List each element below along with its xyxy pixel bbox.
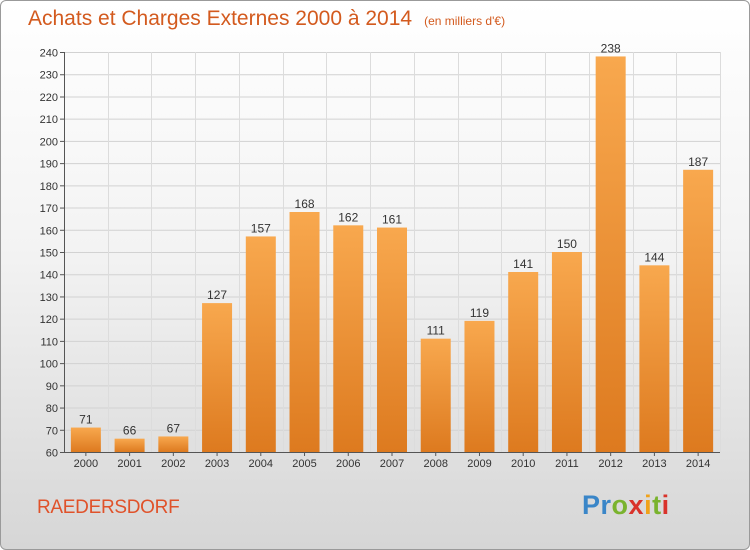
x-tick-label: 2007 xyxy=(380,458,404,470)
x-tick-label: 2014 xyxy=(686,458,710,470)
bar xyxy=(464,320,495,452)
y-tick-label: 160 xyxy=(40,225,58,237)
x-tick-label: 2013 xyxy=(642,458,666,470)
y-tick-label: 190 xyxy=(40,159,58,171)
commune-name: RAEDERSDORF xyxy=(37,497,180,518)
x-tick-label: 2010 xyxy=(511,458,535,470)
bar-value-label: 66 xyxy=(123,424,137,438)
bar xyxy=(377,227,407,452)
y-tick-label: 150 xyxy=(40,248,58,260)
bar-value-label: 71 xyxy=(79,413,93,427)
bar xyxy=(289,212,320,452)
y-tick-label: 100 xyxy=(40,359,58,371)
bar-value-label: 162 xyxy=(338,210,358,224)
bar xyxy=(639,265,670,452)
x-tick-label: 2004 xyxy=(249,458,273,470)
y-tick-label: 200 xyxy=(40,136,58,148)
bar xyxy=(158,436,189,452)
y-tick-label: 80 xyxy=(46,403,58,415)
y-tick-label: 120 xyxy=(40,314,58,326)
bars xyxy=(70,56,714,452)
proxiti-logo: Proxiti xyxy=(582,490,670,520)
bar xyxy=(114,438,145,452)
x-tick-label: 2011 xyxy=(555,458,579,470)
bar xyxy=(683,169,714,452)
x-tick-label: 2000 xyxy=(74,458,98,470)
x-tick-label: 2012 xyxy=(598,458,622,470)
bar-value-label: 238 xyxy=(601,41,621,55)
bar-value-label: 157 xyxy=(251,221,271,235)
x-tick-label: 2006 xyxy=(336,458,360,470)
bar xyxy=(508,272,539,452)
y-tick-label: 70 xyxy=(46,425,58,437)
y-tick-label: 230 xyxy=(40,70,58,82)
bar xyxy=(551,252,582,452)
bar-value-label: 161 xyxy=(382,213,402,227)
bar xyxy=(70,427,101,452)
y-tick-label: 210 xyxy=(40,114,58,126)
y-tick-label: 240 xyxy=(40,48,58,60)
labels: 71 66 67 127 157 168 162 161 111 119 141 150 238 144 1… xyxy=(79,41,708,437)
chart-subtitle: (en milliers d'€) xyxy=(424,14,506,28)
axes: 60 70 80 90 100 110 120 130 140 150 160 170 180 190 20… xyxy=(40,48,720,470)
chart-title: Achats et Charges Externes 2000 à 2014 (e… xyxy=(28,7,505,31)
bar-value-label: 119 xyxy=(470,306,489,320)
x-tick-label: 2009 xyxy=(467,458,491,470)
y-tick-label: 140 xyxy=(40,270,58,282)
y-tick-label: 220 xyxy=(40,92,58,104)
bar-value-label: 144 xyxy=(644,250,664,264)
bar-value-label: 187 xyxy=(688,155,708,169)
x-tick-label: 2002 xyxy=(161,458,185,470)
bar xyxy=(420,338,451,452)
bar xyxy=(595,56,626,452)
y-tick-label: 180 xyxy=(40,181,58,193)
bar xyxy=(333,225,364,452)
x-tick-label: 2001 xyxy=(117,458,141,470)
y-tick-label: 170 xyxy=(40,203,58,215)
bar xyxy=(245,236,276,452)
x-tick-label: 2008 xyxy=(423,458,447,470)
bar-value-label: 111 xyxy=(427,324,446,338)
y-tick-label: 60 xyxy=(46,448,58,460)
bar-value-label: 127 xyxy=(207,288,227,302)
bar-value-label: 67 xyxy=(167,421,181,435)
y-tick-label: 90 xyxy=(46,381,58,393)
bar-value-label: 141 xyxy=(513,257,533,271)
x-tick-label: 2005 xyxy=(292,458,316,470)
y-tick-label: 130 xyxy=(40,292,58,304)
y-tick-label: 110 xyxy=(40,336,58,348)
x-tick-label: 2003 xyxy=(205,458,229,470)
bar-value-label: 150 xyxy=(557,237,577,251)
bar-value-label: 168 xyxy=(295,197,315,211)
bar xyxy=(202,303,233,452)
chart-title-text: Achats et Charges Externes 2000 à 2014 xyxy=(28,7,413,30)
